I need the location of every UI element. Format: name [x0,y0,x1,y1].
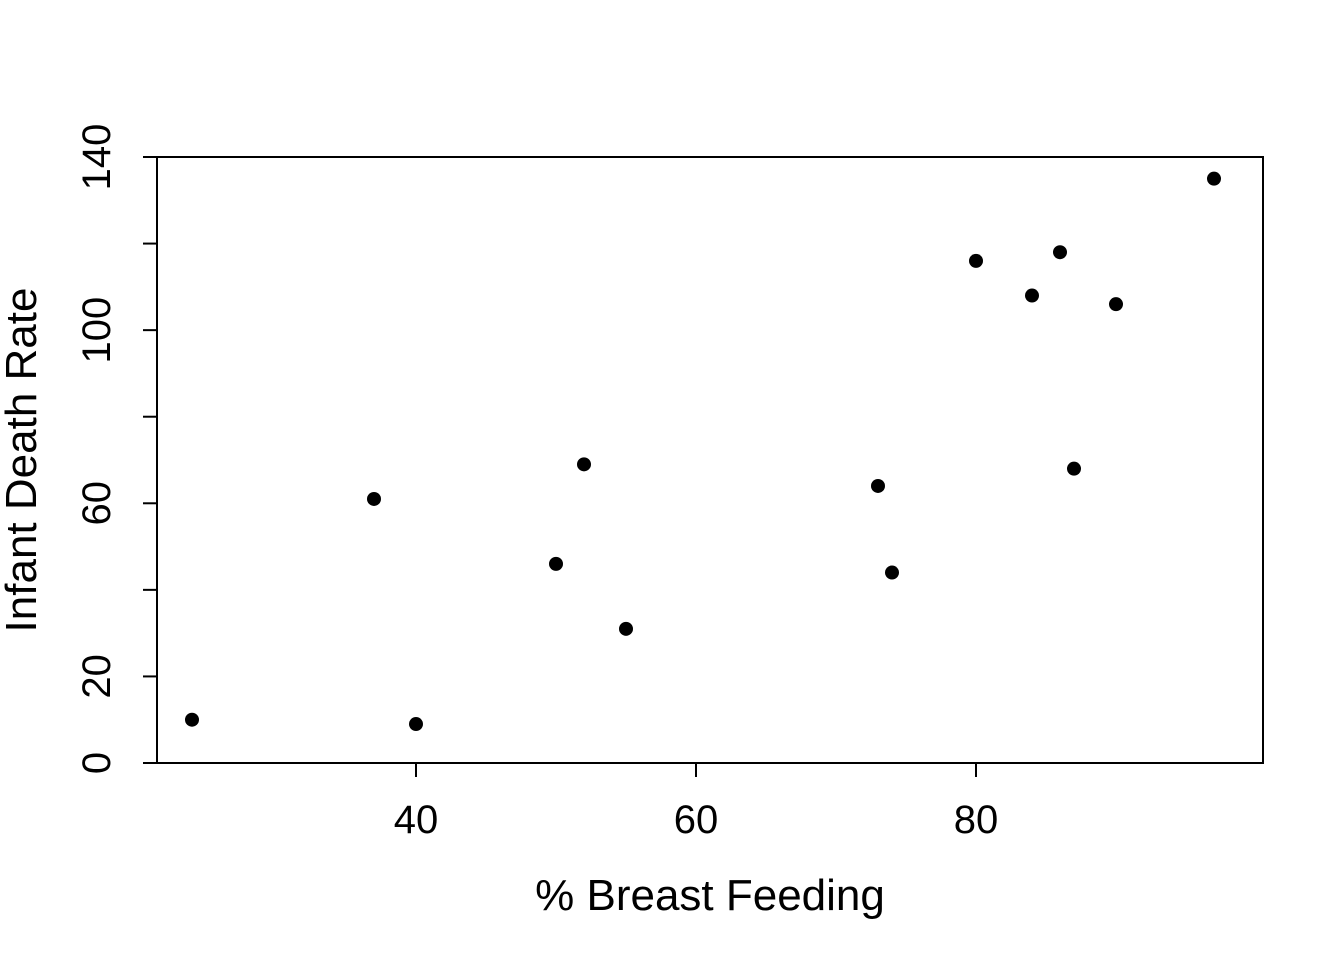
x-axis: 40 60 80 [394,762,999,842]
data-point [969,253,983,268]
data-point [1109,297,1123,312]
x-tick-label: 40 [394,798,439,842]
y-tick-label: 140 [75,124,119,191]
y-tick-label: 60 [75,481,119,526]
data-point [367,491,381,506]
data-point [1025,288,1039,303]
x-tick-label: 80 [954,798,999,842]
y-axis-title: Infant Death Rate [0,288,46,633]
plot-frame [156,156,1264,764]
data-point [549,556,563,571]
data-point [619,621,633,636]
y-axis: 0 20 60 100 140 [75,124,158,774]
y-tick-label: 0 [75,752,119,774]
data-point [871,478,885,493]
x-axis-title: % Breast Feeding [535,871,885,920]
x-tick-label: 60 [674,798,719,842]
data-point [1053,245,1067,260]
data-point [1207,171,1221,186]
data-point [577,457,591,472]
data-points [185,171,1221,732]
data-point [409,717,423,732]
y-tick-label: 100 [75,297,119,364]
data-point [885,565,899,580]
data-point [1067,461,1081,476]
data-point [185,712,199,727]
y-tick-label: 20 [75,654,119,699]
